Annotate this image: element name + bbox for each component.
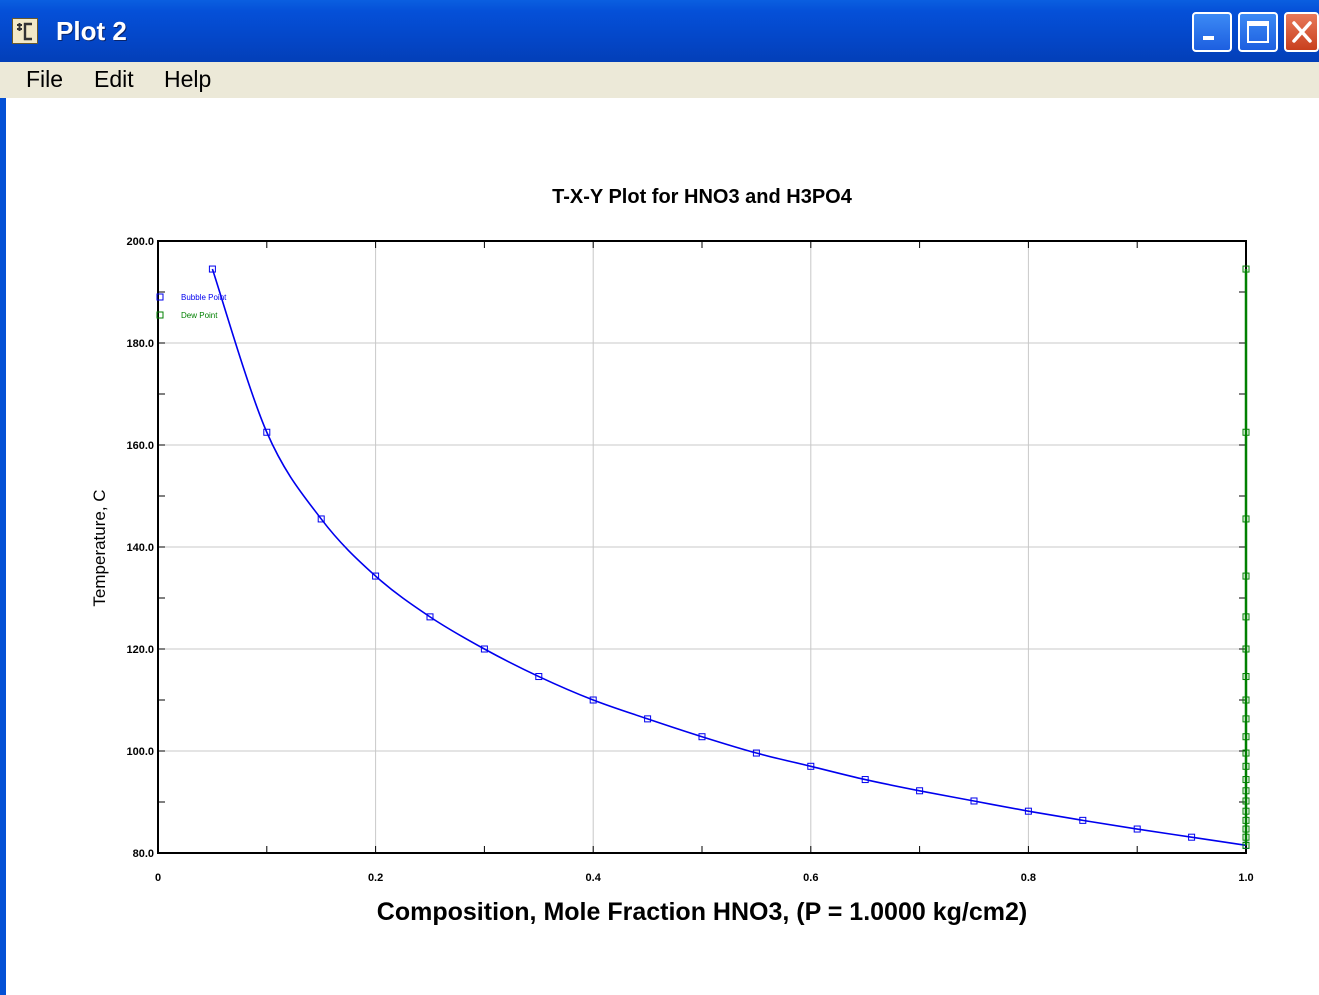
- data-point: [589, 696, 597, 704]
- data-point: [535, 673, 543, 681]
- data-point: [1242, 825, 1250, 833]
- data-point: [1242, 696, 1250, 704]
- app-icon[interactable]: [12, 18, 38, 44]
- x-tick-label: 0.6: [803, 872, 818, 884]
- data-point: [1079, 816, 1087, 824]
- data-point: [644, 715, 652, 723]
- data-point: [1242, 833, 1250, 841]
- data-point: [1242, 797, 1250, 805]
- minimize-icon: [1203, 36, 1214, 40]
- data-point: [1242, 776, 1250, 784]
- data-point: [752, 749, 760, 757]
- legend-marker: [156, 311, 164, 319]
- x-axis-label: Composition, Mole Fraction HNO3, (P = 1.…: [377, 898, 1027, 926]
- y-tick-label: 200.0: [126, 236, 154, 248]
- data-point: [1242, 807, 1250, 815]
- menu-file[interactable]: File: [26, 66, 64, 92]
- chart-title: T-X-Y Plot for HNO3 and H3PO4: [552, 186, 853, 208]
- data-point: [1188, 833, 1196, 841]
- legend-label: Bubble Point: [181, 293, 227, 302]
- data-point: [1242, 428, 1250, 436]
- data-point: [372, 572, 380, 580]
- minimize-button[interactable]: [1192, 12, 1232, 52]
- txy-plot: 0 0.2 0.4 0.6 0.8 1.0 80.0 100.0 120.0 140.0 160.0…: [90, 186, 1254, 926]
- y-tick-label: 80.0: [133, 848, 154, 860]
- y-axis-label: Temperature, C: [90, 489, 109, 606]
- data-point: [1242, 762, 1250, 770]
- maximize-button[interactable]: [1238, 12, 1278, 52]
- y-tick-label: 180.0: [126, 338, 154, 350]
- data-point: [1242, 613, 1250, 621]
- data-point: [970, 797, 978, 805]
- window-left-border: [0, 98, 6, 995]
- data-point: [698, 733, 706, 741]
- data-point: [1242, 749, 1250, 757]
- window-title: Plot 2: [56, 16, 127, 46]
- title-bar[interactable]: Plot 2: [0, 0, 1319, 62]
- data-point: [1242, 787, 1250, 795]
- y-tick-label: 160.0: [126, 440, 154, 452]
- data-point: [1242, 673, 1250, 681]
- data-point: [480, 645, 488, 653]
- legend: Bubble Point Dew Point: [156, 293, 227, 320]
- close-button[interactable]: [1284, 12, 1319, 52]
- maximize-icon: [1247, 21, 1269, 43]
- y-tick-label: 100.0: [126, 746, 154, 758]
- x-tick-label: 1.0: [1238, 872, 1253, 884]
- data-point: [1242, 715, 1250, 723]
- y-tick-label: 140.0: [126, 542, 154, 554]
- tick-labels: 0 0.2 0.4 0.6 0.8 1.0 80.0 100.0 120.0 140.0 160.0…: [126, 236, 1253, 884]
- x-tick-label: 0.4: [586, 872, 602, 884]
- data-point: [807, 762, 815, 770]
- data-point: [426, 613, 434, 621]
- data-point: [263, 428, 271, 436]
- menu-help[interactable]: Help: [164, 66, 212, 92]
- x-tick-label: 0.2: [368, 872, 383, 884]
- data-point: [317, 515, 325, 523]
- data-point: [1242, 733, 1250, 741]
- y-tick-label: 120.0: [126, 644, 154, 656]
- legend-marker: [156, 293, 164, 301]
- series-layer: [208, 265, 1250, 849]
- menu-edit[interactable]: Edit: [94, 66, 134, 92]
- data-point: [1242, 645, 1250, 653]
- series-line-bubble-point: [211, 268, 1247, 847]
- data-point: [916, 787, 924, 795]
- data-point: [1242, 265, 1250, 273]
- data-point: [208, 265, 216, 273]
- data-point: [1242, 816, 1250, 824]
- data-point: [1024, 807, 1032, 815]
- menu-bar: File Edit Help: [0, 62, 1319, 98]
- close-icon: [1292, 21, 1312, 43]
- data-point: [1133, 825, 1141, 833]
- x-tick-label: 0: [155, 872, 161, 884]
- data-point: [1242, 515, 1250, 523]
- data-point: [1242, 841, 1250, 849]
- grid-lines: [157, 240, 1247, 854]
- x-tick-label: 0.8: [1021, 872, 1036, 884]
- legend-label: Dew Point: [181, 311, 218, 320]
- data-point: [1242, 572, 1250, 580]
- data-point: [861, 776, 869, 784]
